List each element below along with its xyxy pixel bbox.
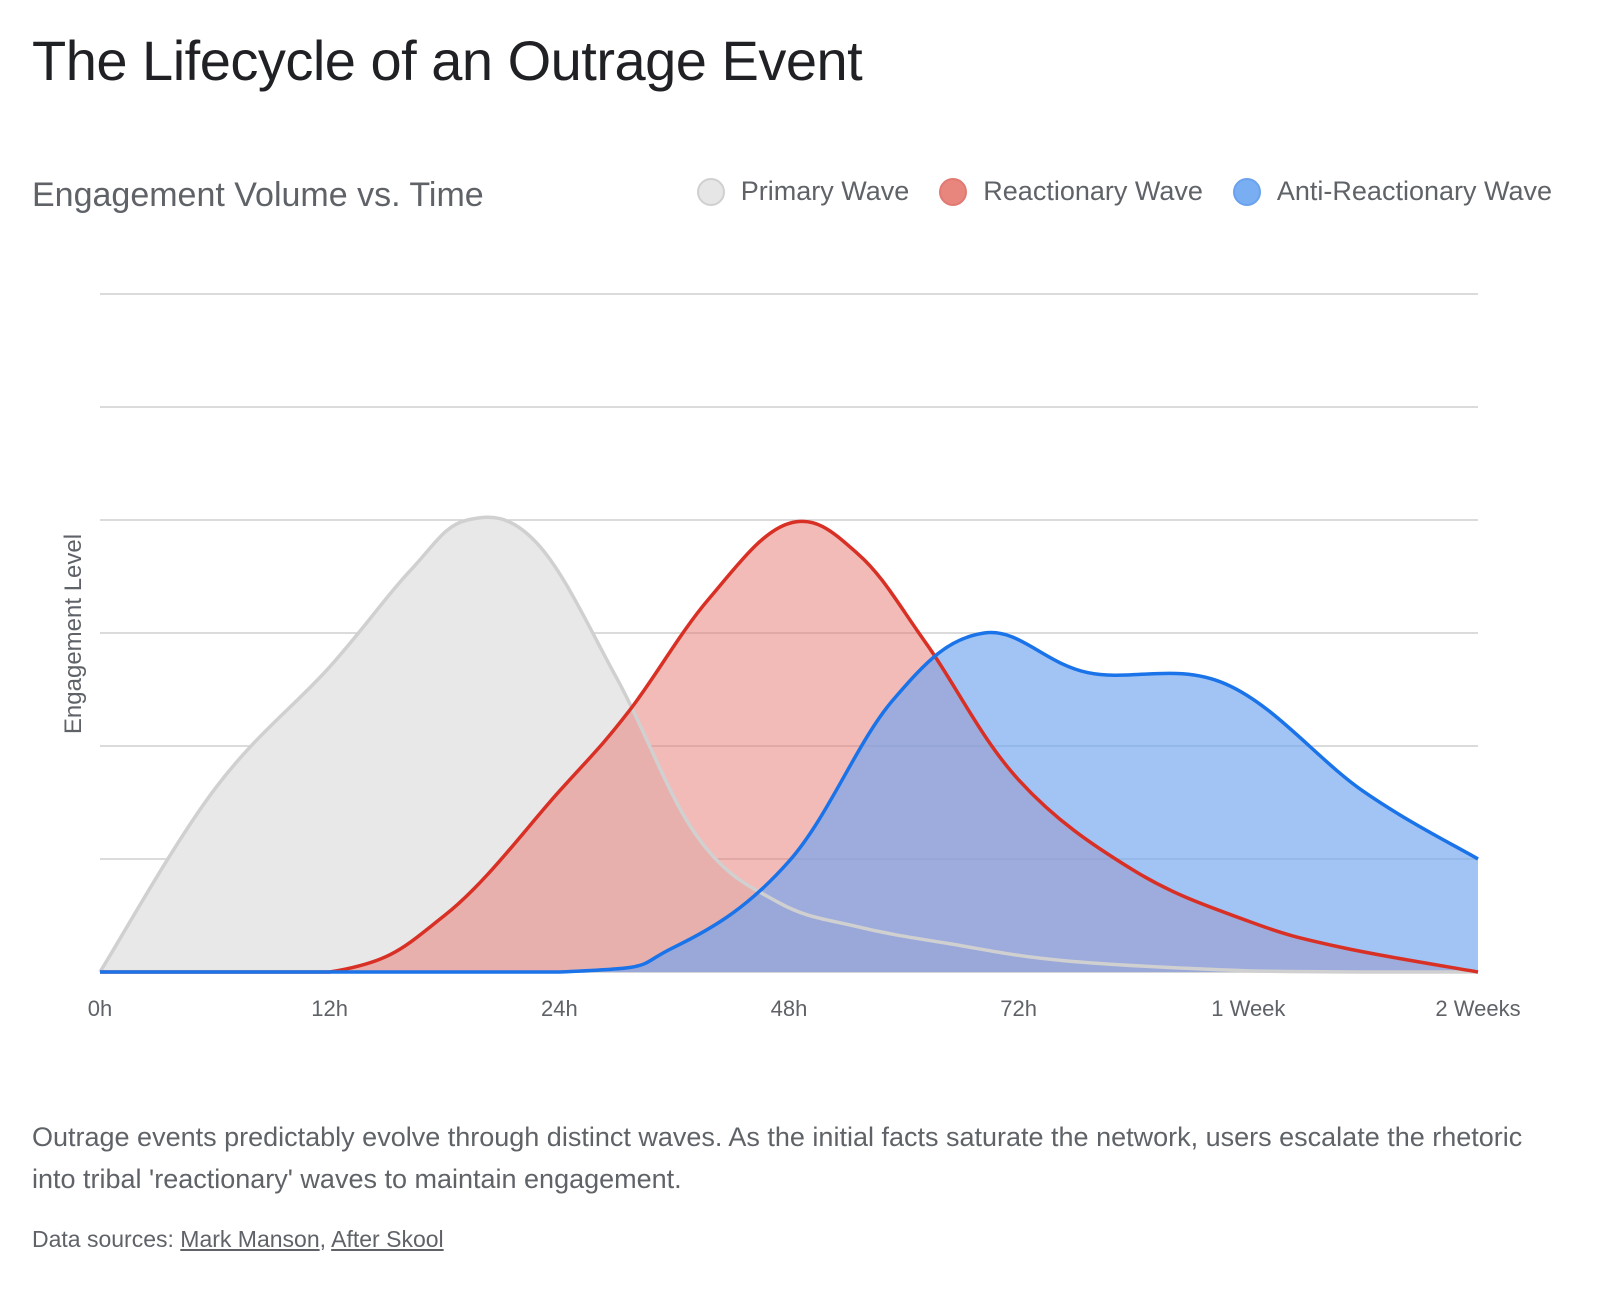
x-axis-ticks: 0h 12h 24h 48h 72h 1 Week 2 Weeks xyxy=(88,996,1521,1021)
legend-item-reactionary: Reactionary Wave xyxy=(939,176,1203,207)
reactionary-wave-line xyxy=(100,519,1479,974)
source-link-mark-manson[interactable]: Mark Manson xyxy=(180,1226,320,1252)
x-tick-label: 24h xyxy=(541,996,578,1021)
chart-description: Outrage events predictably evolve throug… xyxy=(32,1122,1523,1194)
legend-swatch-primary xyxy=(696,177,725,206)
legend: Primary Wave Reactionary Wave Anti-React… xyxy=(696,176,1552,207)
anti-reactionary-wave-area xyxy=(100,632,1478,972)
x-tick-label: 72h xyxy=(1000,996,1037,1021)
x-tick-label: 2 Weeks xyxy=(1435,996,1520,1021)
sources-prefix: Data sources: xyxy=(32,1226,174,1252)
reactionary-wave-area xyxy=(100,521,1478,972)
chart-title: The Lifecycle of an Outrage Event xyxy=(32,29,863,92)
x-tick-label: 0h xyxy=(88,996,112,1021)
data-sources: Data sources: Mark Manson, After Skool xyxy=(32,1226,444,1253)
legend-item-primary: Primary Wave xyxy=(696,176,910,207)
y-axis-label: Engagement Level xyxy=(60,534,87,734)
source-link-after-skool[interactable]: After Skool xyxy=(331,1226,444,1252)
area-chart: 0h 12h 24h 48h 72h 1 Week 2 Weeks Engagement L… xyxy=(60,293,1521,1021)
x-tick-label: 1 Week xyxy=(1211,996,1286,1021)
anti-reactionary-wave-line xyxy=(100,630,1479,974)
sources-separator: , xyxy=(319,1226,327,1252)
legend-label-primary: Primary Wave xyxy=(740,176,910,206)
legend-swatch-anti-reactionary xyxy=(1232,177,1261,206)
x-tick-label: 12h xyxy=(311,996,348,1021)
x-tick-label: 48h xyxy=(771,996,808,1021)
legend-swatch-reactionary xyxy=(939,177,968,206)
legend-label-reactionary: Reactionary Wave xyxy=(983,176,1203,206)
legend-item-anti-reactionary: Anti-Reactionary Wave xyxy=(1232,176,1552,207)
legend-label-anti-reactionary: Anti-Reactionary Wave xyxy=(1276,176,1552,206)
chart-subtitle: Engagement Volume vs. Time xyxy=(32,176,484,214)
series-areas xyxy=(98,515,1479,974)
primary-wave-area xyxy=(100,517,1478,972)
primary-wave-line xyxy=(98,515,1478,974)
